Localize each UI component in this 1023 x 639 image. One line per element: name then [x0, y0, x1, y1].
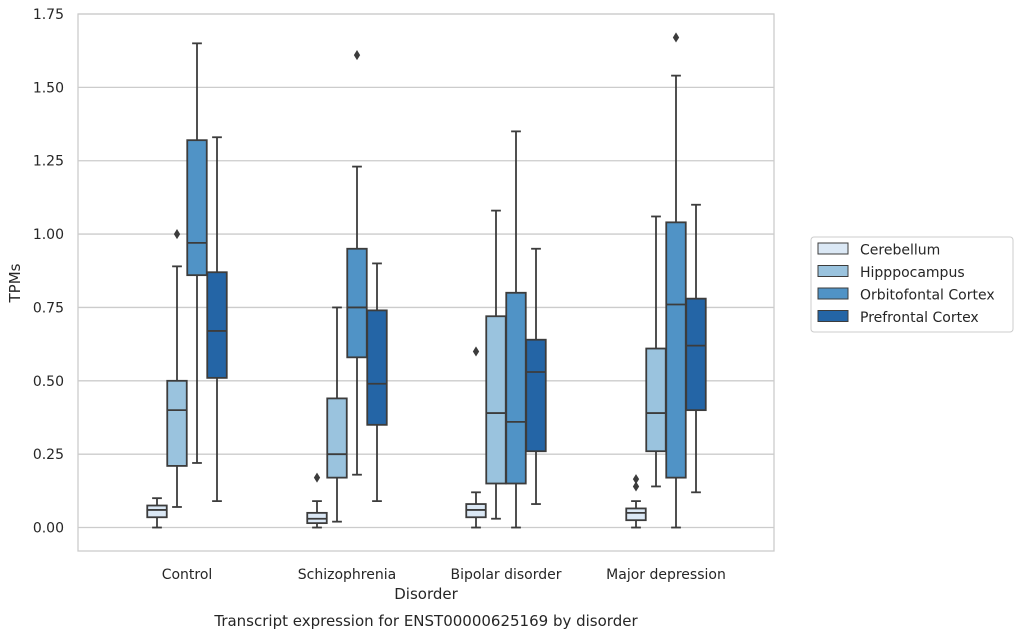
- iqr-box: [625, 507, 647, 522]
- outlier-point: [632, 474, 640, 485]
- iqr-box: [485, 315, 507, 485]
- outlier-point: [313, 472, 321, 483]
- box-prefrontal-cortex: [366, 262, 388, 503]
- iqr-box: [645, 347, 667, 453]
- box-hipppocampus: [645, 215, 667, 488]
- iqr-box: [206, 271, 228, 379]
- box-prefrontal-cortex: [206, 136, 228, 503]
- y-tick-label: 1.00: [33, 227, 64, 243]
- chart-caption: Transcript expression for ENST0000062516…: [213, 612, 638, 630]
- legend-label: Hipppocampus: [860, 265, 965, 281]
- y-tick-labels: 0.00 0.25 0.50 0.75 1.00 1.25 1.50 1.75: [33, 7, 64, 537]
- legend-frame: [810, 236, 1014, 333]
- legend-swatch: [817, 310, 849, 322]
- y-tick-label: 0.75: [33, 300, 64, 316]
- outlier-point: [632, 481, 640, 492]
- legend-label: Prefrontal Cortex: [860, 310, 979, 326]
- box-cerebellum: [146, 497, 168, 529]
- iqr-box: [685, 297, 707, 412]
- x-tick-labels: Control Schizophrenia Bipolar disorder Majo…: [162, 567, 726, 583]
- iqr-box: [346, 247, 368, 359]
- box-series: [146, 32, 707, 529]
- box-prefrontal-cortex: [685, 203, 707, 494]
- x-tick-label: Bipolar disorder: [450, 567, 561, 583]
- legend-label: Cerebellum: [860, 243, 940, 259]
- box-orbitofontal-cortex: [186, 42, 208, 464]
- iqr-box: [505, 291, 527, 485]
- y-tick-label: 0.00: [33, 521, 64, 537]
- x-axis-label: Disorder: [394, 585, 458, 603]
- box-cerebellum: [306, 472, 328, 529]
- iqr-box: [665, 221, 687, 479]
- plot-area: [77, 13, 775, 552]
- box-orbitofontal-cortex: [346, 50, 368, 476]
- iqr-box: [186, 139, 208, 277]
- legend-swatch: [817, 265, 849, 277]
- outlier-point: [472, 346, 480, 357]
- y-tick-label: 1.75: [33, 7, 64, 23]
- box-hipppocampus: [166, 229, 188, 508]
- legend-swatch: [817, 287, 849, 300]
- y-axis-label: TPMs: [6, 263, 24, 303]
- iqr-box: [366, 309, 388, 426]
- outlier-point: [173, 229, 181, 240]
- iqr-box: [326, 397, 348, 479]
- box-orbitofontal-cortex: [505, 130, 527, 529]
- y-tick-label: 1.25: [33, 154, 64, 170]
- iqr-box: [146, 504, 168, 519]
- box-cerebellum: [625, 474, 647, 529]
- y-tick-label: 0.50: [33, 374, 64, 390]
- y-tick-label: 1.50: [33, 80, 64, 96]
- x-tick-label: Control: [162, 567, 213, 583]
- box-hipppocampus: [326, 306, 348, 523]
- y-tick-label: 0.25: [33, 447, 64, 463]
- outlier-point: [353, 50, 361, 61]
- iqr-box: [525, 338, 547, 453]
- legend-swatch: [817, 242, 849, 255]
- x-tick-label: Schizophrenia: [298, 567, 396, 583]
- legend: Cerebellum Hipppocampus Orbitofontal Corte…: [810, 236, 1014, 333]
- iqr-box: [166, 379, 188, 467]
- x-tick-label: Major depression: [606, 567, 726, 583]
- box-cerebellum: [465, 346, 487, 529]
- outlier-point: [672, 32, 680, 43]
- box-prefrontal-cortex: [525, 247, 547, 505]
- legend-label: Orbitofontal Cortex: [860, 288, 995, 304]
